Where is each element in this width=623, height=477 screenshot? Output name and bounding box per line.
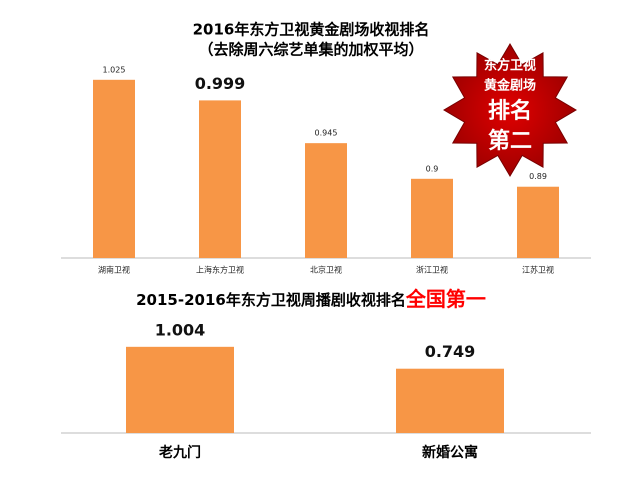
bar: [305, 143, 347, 258]
x-tick-label: 老九门: [159, 444, 201, 461]
bar: [93, 79, 135, 258]
bar: [411, 178, 453, 258]
chart-title-2: 2015-2016年东方卫视周播剧收视排名全国第一: [136, 287, 486, 311]
badge-text: 排名: [488, 98, 532, 124]
value-label: 0.749: [425, 342, 476, 361]
value-label: 0.945: [315, 129, 338, 138]
title-highlight: 全国第一: [405, 287, 486, 311]
badge: 东方卫视 黄金剧场 排名 第二: [443, 43, 577, 177]
star: [443, 43, 577, 177]
chart-subtitle: （去除周六综艺单集的加权平均）: [198, 41, 423, 59]
bar: [396, 368, 504, 433]
x-tick-label: 湖南卫视: [98, 265, 130, 275]
bar: [199, 100, 241, 258]
value-label: 1.004: [155, 320, 206, 339]
x-tick-label: 北京卫视: [310, 265, 342, 275]
chart-title: 2015-2016年东方卫视周播剧收视排名: [136, 291, 406, 309]
badge-text: 东方卫视: [484, 58, 536, 74]
x-tick-label: 江苏卫视: [522, 265, 554, 275]
chart-title: 2016年东方卫视黄金剧场收视排名: [193, 21, 430, 39]
x-tick-label: 新婚公寓: [422, 444, 478, 461]
badge-text: 第二: [488, 128, 532, 154]
value-label: 0.999: [195, 74, 246, 93]
x-tick-label: 浙江卫视: [416, 265, 448, 275]
bar: [517, 186, 559, 258]
value-label: 0.9: [426, 164, 439, 173]
value-label: 0.89: [529, 172, 547, 181]
bar: [126, 346, 234, 433]
value-label: 1.025: [103, 65, 126, 74]
badge-text: 黄金剧场: [484, 78, 536, 94]
x-tick-label: 上海东方卫视: [196, 265, 244, 275]
